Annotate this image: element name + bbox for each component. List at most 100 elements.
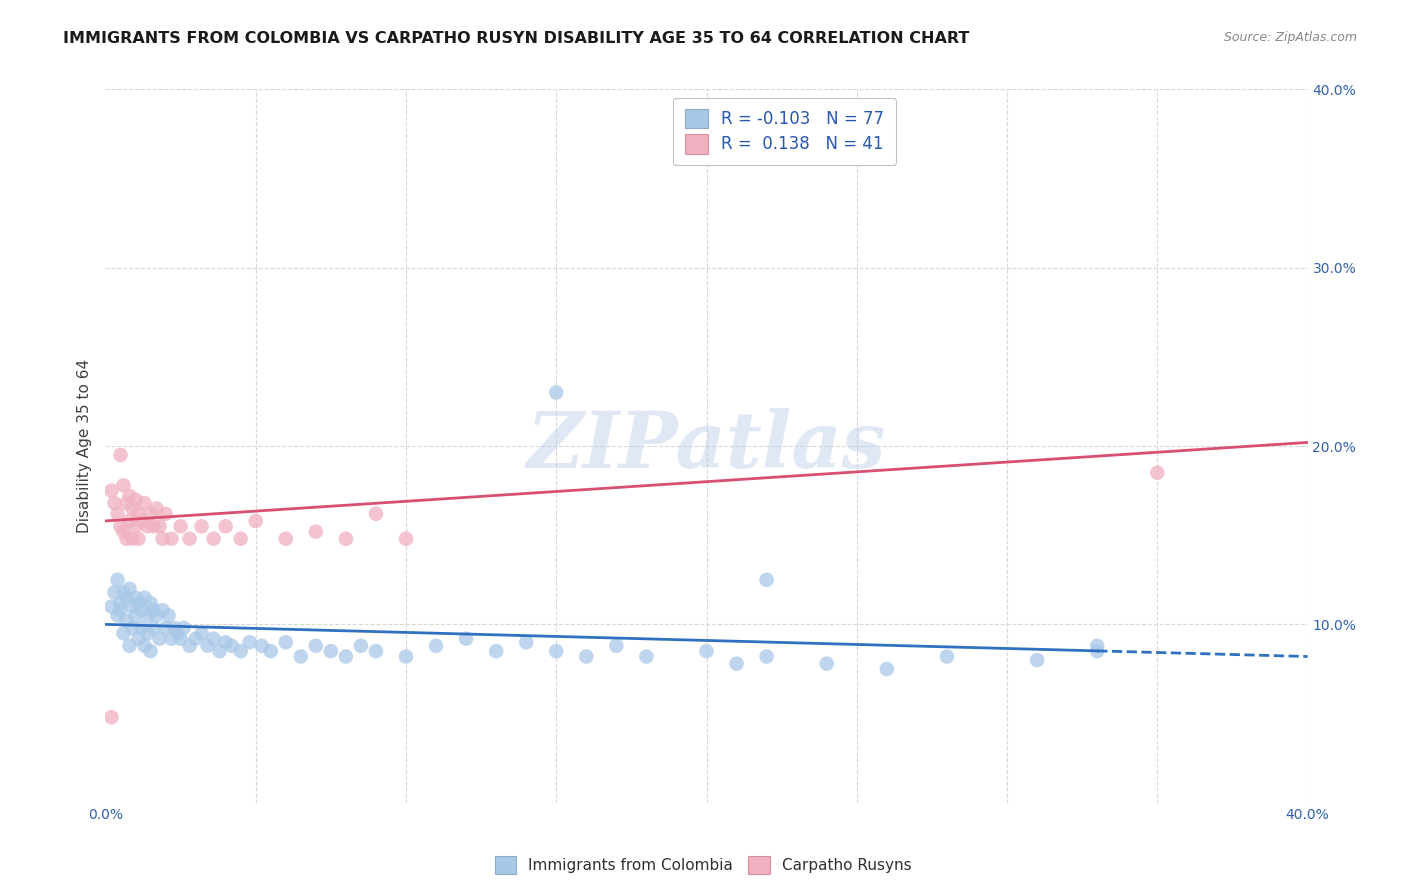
Point (163, 621, 186, 635)
Point (936, 649, 959, 664)
Point (139, 644, 162, 658)
Point (145, 608, 167, 623)
Point (546, 644, 568, 658)
Point (103, 585, 125, 599)
Point (605, 639, 627, 653)
Point (155, 621, 177, 635)
Point (815, 657, 838, 671)
Point (115, 591, 138, 605)
Point (184, 632, 207, 646)
Point (110, 596, 132, 610)
Point (148, 632, 170, 646)
Point (221, 639, 243, 653)
Point (395, 649, 418, 664)
Point (121, 501, 143, 516)
Point (134, 591, 156, 605)
Point (118, 489, 141, 503)
Point (214, 635, 236, 649)
Point (169, 519, 191, 533)
Point (124, 591, 146, 605)
Point (107, 507, 129, 521)
Point (110, 603, 132, 617)
Point (124, 608, 146, 623)
Point (319, 644, 342, 658)
Point (274, 635, 297, 649)
Point (121, 532, 143, 546)
Point (350, 639, 373, 653)
Point (876, 662, 898, 676)
Point (131, 603, 153, 617)
Point (179, 532, 201, 546)
Point (118, 582, 141, 596)
Point (1026, 653, 1049, 667)
Point (179, 639, 201, 653)
Point (364, 507, 387, 521)
Point (131, 621, 153, 635)
Point (128, 596, 150, 610)
Point (575, 649, 598, 664)
Point (124, 519, 146, 533)
Point (425, 639, 447, 653)
Y-axis label: Disability Age 35 to 64: Disability Age 35 to 64 (77, 359, 93, 533)
Text: IMMIGRANTS FROM COLOMBIA VS CARPATHO RUSYN DISABILITY AGE 35 TO 64 CORRELATION C: IMMIGRANTS FROM COLOMBIA VS CARPATHO RUS… (63, 31, 970, 46)
Point (107, 608, 129, 623)
Point (260, 644, 283, 658)
Point (136, 519, 159, 533)
Text: Source: ZipAtlas.com: Source: ZipAtlas.com (1223, 31, 1357, 45)
Point (128, 532, 150, 546)
Point (110, 519, 132, 533)
Point (142, 603, 165, 617)
Point (395, 532, 418, 546)
Point (152, 603, 174, 617)
Point (755, 649, 778, 664)
Point (515, 635, 537, 649)
Point (100, 599, 122, 614)
Point (115, 532, 138, 546)
Point (100, 483, 122, 498)
Point (636, 649, 658, 664)
Text: ZIPatlas: ZIPatlas (527, 408, 886, 484)
Point (173, 621, 195, 635)
Point (139, 507, 162, 521)
Point (134, 639, 156, 653)
Point (166, 626, 188, 640)
Point (725, 657, 748, 671)
Point (202, 532, 225, 546)
Point (546, 385, 568, 400)
Point (112, 478, 135, 492)
Legend: Immigrants from Colombia, Carpatho Rusyns: Immigrants from Colombia, Carpatho Rusyn… (488, 850, 918, 880)
Point (335, 649, 357, 664)
Legend: R = -0.103   N = 77, R =  0.138   N = 41: R = -0.103 N = 77, R = 0.138 N = 41 (673, 97, 896, 165)
Point (107, 573, 129, 587)
Point (454, 632, 477, 646)
Point (250, 639, 273, 653)
Point (190, 519, 212, 533)
Point (169, 632, 191, 646)
Point (142, 621, 165, 635)
Point (364, 644, 387, 658)
Point (485, 644, 508, 658)
Point (214, 519, 236, 533)
Point (121, 621, 143, 635)
Point (1085, 639, 1108, 653)
Point (1146, 466, 1168, 480)
Point (118, 639, 141, 653)
Point (208, 644, 231, 658)
Point (142, 519, 165, 533)
Point (118, 514, 141, 528)
Point (160, 532, 183, 546)
Point (202, 632, 225, 646)
Point (139, 596, 162, 610)
Point (115, 614, 138, 628)
Point (245, 514, 267, 528)
Point (131, 514, 153, 528)
Point (229, 644, 252, 658)
Point (160, 632, 183, 646)
Point (112, 626, 135, 640)
Point (290, 649, 312, 664)
Point (155, 507, 177, 521)
Point (136, 626, 159, 640)
Point (136, 608, 159, 623)
Point (157, 608, 180, 623)
Point (755, 573, 778, 587)
